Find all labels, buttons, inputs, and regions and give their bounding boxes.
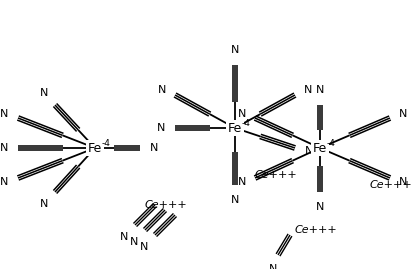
Text: N: N: [316, 202, 324, 212]
Text: N: N: [120, 232, 128, 242]
Text: N: N: [316, 85, 324, 95]
Text: N: N: [40, 88, 48, 98]
Text: N: N: [399, 177, 408, 187]
Text: Fe: Fe: [228, 122, 242, 134]
Text: Ce+++: Ce+++: [370, 180, 413, 190]
Text: N: N: [231, 195, 239, 205]
Text: Fe: Fe: [313, 141, 327, 154]
Text: N: N: [129, 237, 138, 247]
Text: Ce+++: Ce+++: [255, 170, 298, 180]
Text: Ce+++: Ce+++: [145, 200, 188, 210]
Text: N: N: [40, 199, 48, 209]
Text: N: N: [237, 109, 246, 119]
Text: N: N: [399, 109, 408, 119]
Text: N: N: [0, 143, 8, 153]
Text: -4: -4: [102, 139, 111, 147]
Text: N: N: [231, 45, 239, 55]
Text: N: N: [304, 85, 312, 95]
Text: Fe: Fe: [88, 141, 102, 154]
Text: Ce+++: Ce+++: [295, 225, 338, 235]
Text: N: N: [0, 177, 9, 187]
Text: N: N: [269, 264, 277, 269]
Text: -4: -4: [242, 119, 251, 128]
Text: -4: -4: [327, 139, 336, 147]
Text: N: N: [139, 242, 148, 252]
Text: N: N: [237, 177, 246, 187]
Text: N: N: [305, 146, 313, 156]
Text: N: N: [156, 123, 165, 133]
Text: N: N: [0, 109, 9, 119]
Text: N: N: [150, 143, 159, 153]
Text: N: N: [158, 85, 166, 95]
